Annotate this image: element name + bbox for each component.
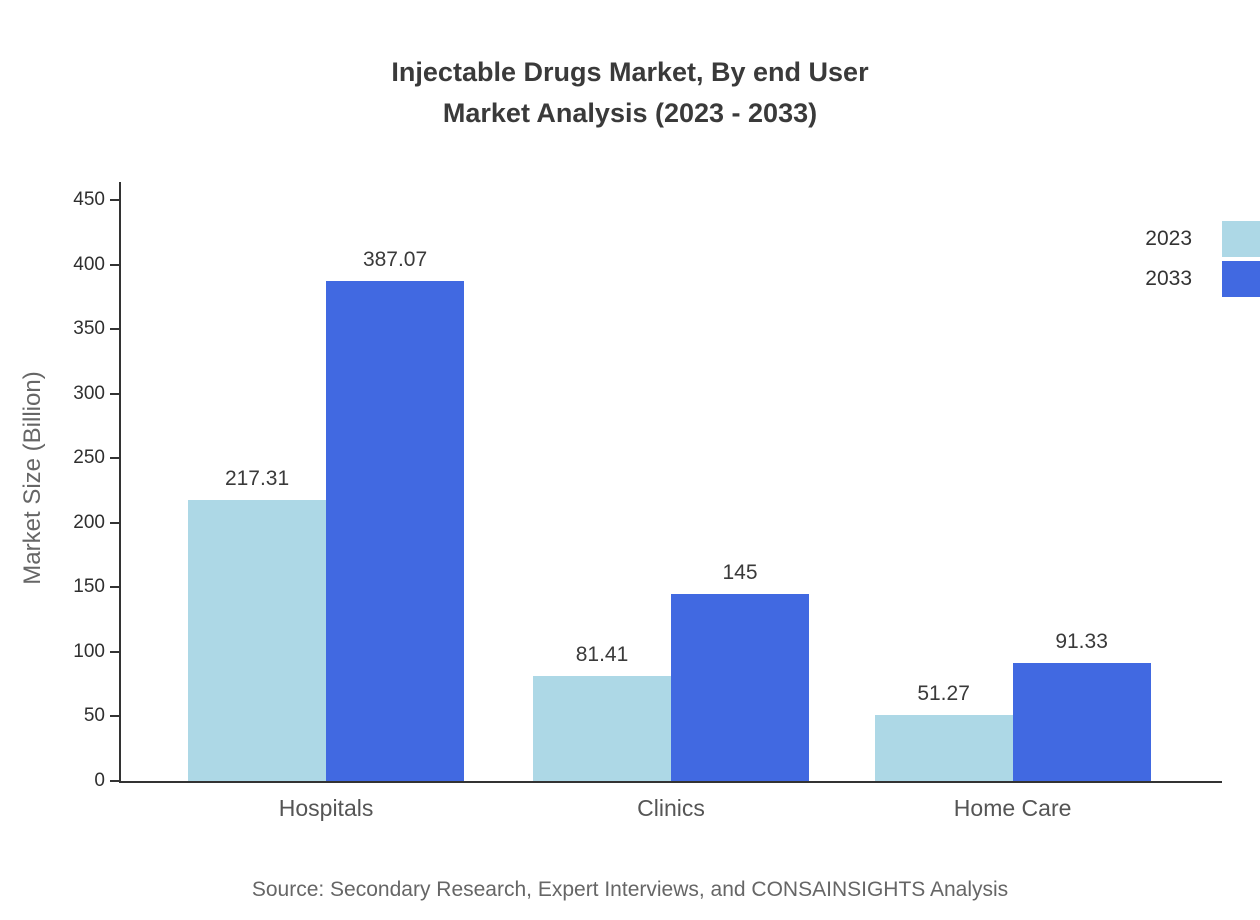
legend-label-2023: 2023 [1145, 227, 1192, 250]
y-tick [110, 199, 119, 201]
y-tick-label: 450 [73, 189, 105, 210]
chart-title-line1: Injectable Drugs Market, By end User [391, 57, 869, 87]
bar-2023-hospitals [188, 500, 327, 781]
y-tick [110, 780, 119, 782]
bar-2033-clinics [671, 593, 809, 781]
y-tick [110, 715, 119, 718]
y-tick-label: 200 [73, 511, 105, 533]
x-axis-line [119, 781, 1222, 783]
y-tick-label: 0 [94, 770, 105, 791]
y-tick-label: 50 [83, 705, 105, 727]
bar-2033-hospitals [326, 281, 465, 781]
value-label-2033-clinics: 145 [722, 560, 758, 584]
y-tick-label: 300 [73, 382, 105, 404]
y-tick [110, 263, 119, 266]
value-label-2023-clinics: 81.41 [575, 642, 629, 666]
y-tick-label: 100 [73, 640, 105, 662]
category-label-hospitals: Hospitals [278, 795, 374, 821]
y-tick [110, 521, 119, 524]
category-label-clinics: Clinics [637, 795, 705, 821]
value-label-2023-hospitals: 217.31 [224, 467, 290, 491]
value-label-2033-hospitals: 387.07 [362, 248, 428, 272]
value-label-2033-home-care: 91.33 [1055, 630, 1108, 654]
y-tick [110, 457, 119, 460]
category-label-home-care: Home Care [953, 795, 1072, 821]
bar-2033-home-care [1012, 663, 1151, 781]
bar-2023-home-care [874, 714, 1013, 781]
y-axis-line [119, 182, 121, 783]
y-tick-label: 250 [73, 447, 105, 469]
legend-swatch-2023 [1222, 221, 1260, 257]
y-tick [110, 650, 119, 653]
y-axis-title: Market Size (Billion) [19, 371, 46, 585]
y-tick-label: 400 [73, 253, 105, 275]
chart-title: Injectable Drugs Market, By end User Mar… [0, 52, 1260, 134]
y-tick [110, 392, 119, 395]
y-tick [110, 328, 119, 331]
y-tick-label: 350 [73, 318, 105, 340]
y-tick-label: 150 [73, 576, 105, 598]
legend-label-2033: 2033 [1145, 267, 1192, 290]
value-label-2023-home-care: 51.27 [917, 681, 970, 705]
chart-title-line2: Market Analysis (2023 - 2033) [442, 98, 818, 128]
bar-2023-clinics [533, 675, 671, 781]
legend-swatch-2033 [1222, 261, 1260, 297]
y-tick [110, 586, 119, 589]
source-note: Source: Secondary Research, Expert Inter… [251, 878, 1009, 901]
